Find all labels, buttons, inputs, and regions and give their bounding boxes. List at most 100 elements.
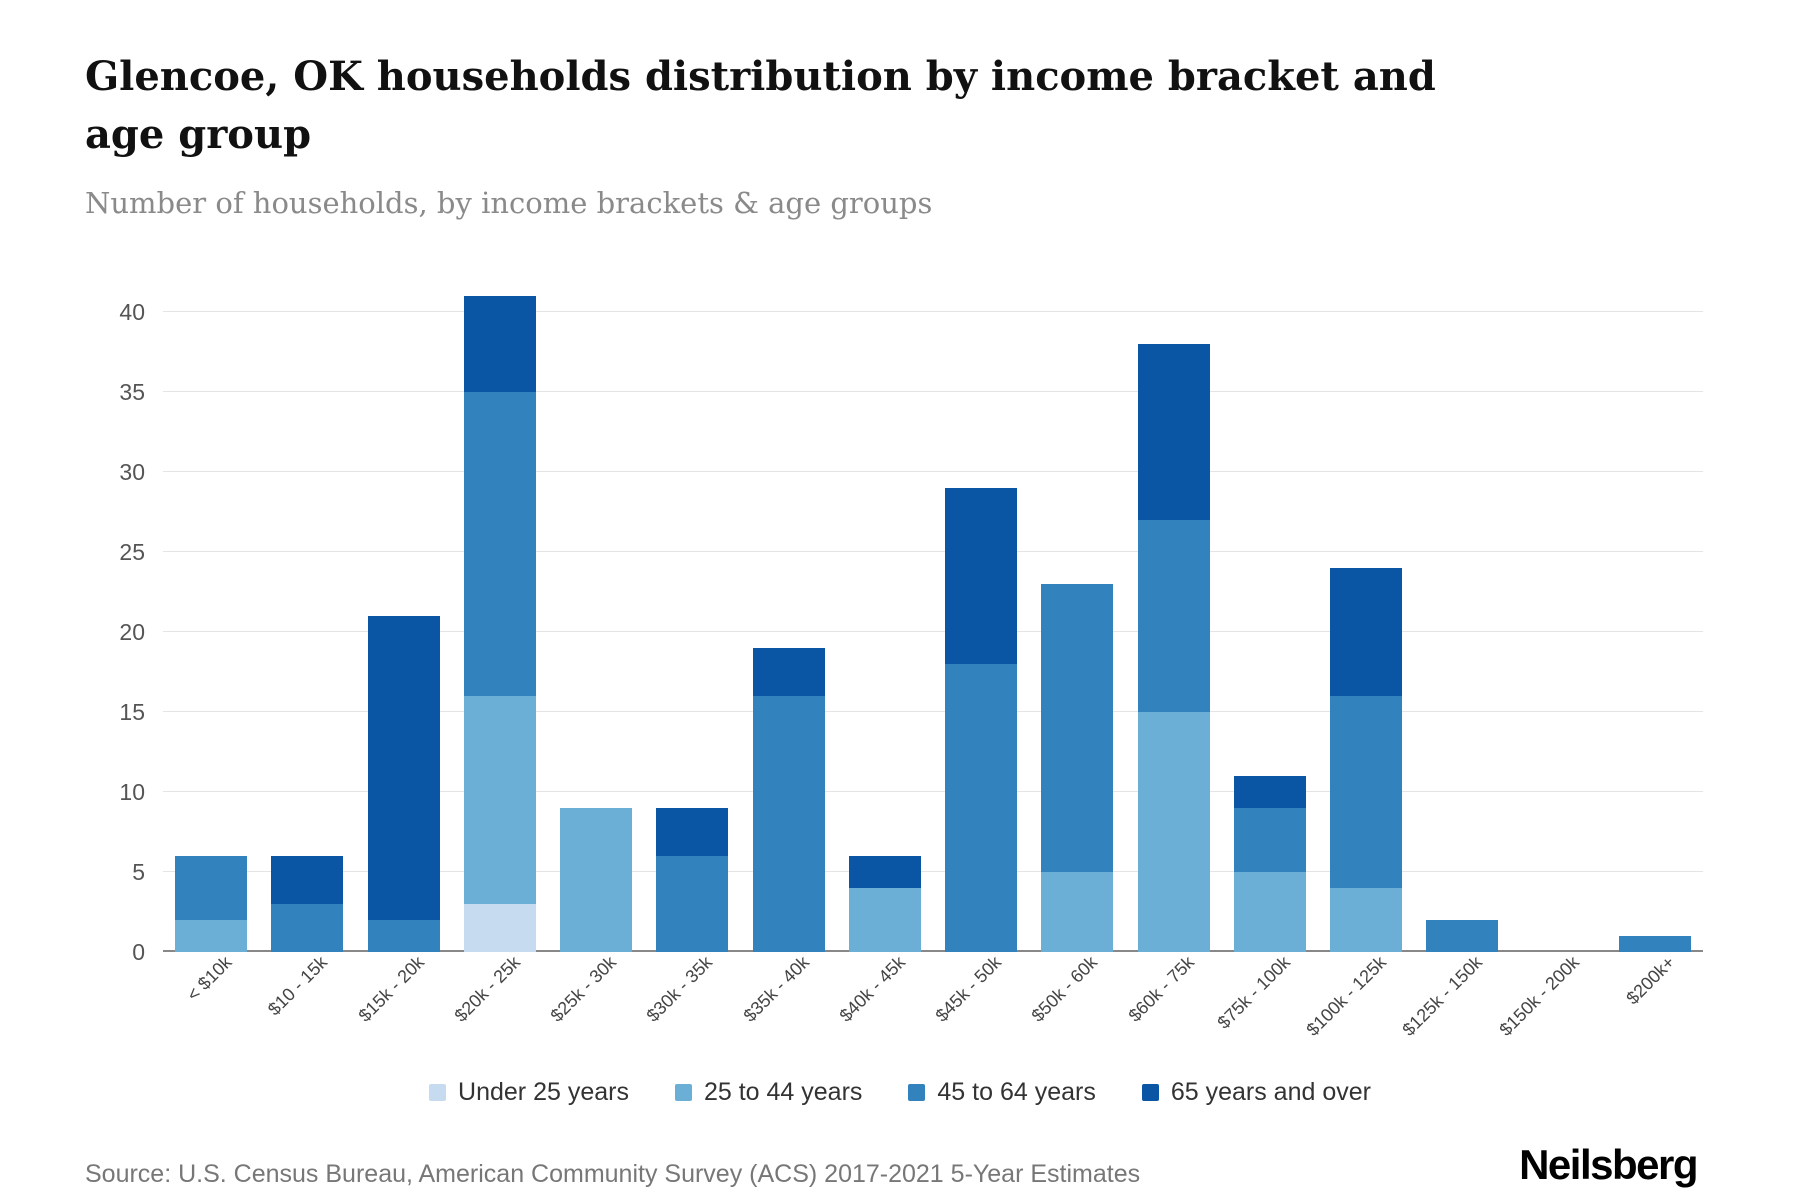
bar-slot [741, 272, 837, 952]
gridline [163, 551, 1703, 552]
stacked-bar [271, 856, 344, 952]
stacked-bar [560, 808, 633, 952]
bar-segment [1041, 584, 1114, 872]
bar-slot [1511, 272, 1607, 952]
bar-segment [1330, 888, 1403, 952]
y-tick-label: 25 [119, 539, 145, 565]
bar-segment [656, 856, 729, 952]
x-label-slot: $25k - 30k [546, 952, 644, 1052]
x-label-slot: $125k - 150k [1399, 952, 1510, 1052]
x-tick-label: $30k - 35k [642, 952, 717, 1026]
stacked-bar [656, 808, 729, 952]
x-tick-label: $45k - 50k [931, 952, 1006, 1026]
stacked-bar [1137, 344, 1210, 952]
x-tick-label: $200k+ [1622, 952, 1679, 1009]
bar-segment [1330, 696, 1403, 888]
stacked-bar [1041, 584, 1114, 952]
x-label-slot: $100k - 125k [1302, 952, 1414, 1052]
x-label-slot: $40k - 45k [835, 952, 933, 1052]
legend-label: Under 25 years [458, 1078, 629, 1106]
bar-segment [463, 904, 536, 952]
legend-swatch-icon [429, 1084, 447, 1101]
bar-segment [1618, 936, 1691, 952]
x-label-slot: $30k - 35k [642, 952, 740, 1052]
bar-segment [1233, 872, 1306, 952]
legend-item: 65 years and over [1141, 1078, 1371, 1107]
y-tick-label: 20 [119, 619, 145, 645]
x-label-slot: $150k - 200k [1495, 952, 1607, 1052]
gridline [163, 311, 1703, 312]
bar-segment [1233, 808, 1306, 872]
bar-segment [945, 488, 1018, 664]
legend-item: Under 25 years [429, 1078, 629, 1107]
bar-slot [1607, 272, 1703, 952]
legend-item: 25 to 44 years [674, 1078, 862, 1107]
bar-slot [452, 272, 548, 952]
gridline [163, 871, 1703, 872]
gridline [163, 471, 1703, 472]
gridline [163, 711, 1703, 712]
y-tick-label: 30 [119, 459, 145, 485]
bar-segment [1233, 776, 1306, 808]
x-tick-label: $15k - 20k [354, 952, 428, 1026]
x-tick-label: $35k - 40k [739, 952, 813, 1026]
x-tick-label: $10 - 15k [264, 952, 332, 1020]
x-label-slot: < $10k [163, 952, 259, 1052]
x-label-slot: $200k+ [1607, 952, 1703, 1052]
x-tick-label: $20k - 25k [450, 952, 524, 1026]
x-label-slot: $35k - 40k [739, 952, 837, 1052]
bar-slot [259, 272, 355, 952]
x-tick-label: $50k - 60k [1027, 952, 1102, 1026]
x-label-slot: $50k - 60k [1027, 952, 1125, 1052]
x-tick-label: $25k - 30k [546, 952, 621, 1026]
chart-title: Glencoe, OK households distribution by i… [85, 53, 1436, 158]
stacked-bar [463, 296, 536, 952]
neilsberg-logo: Neilsberg [1519, 1141, 1698, 1188]
x-label-slot: $10 - 15k [259, 952, 355, 1052]
stacked-bar-chart: 0 5 10 15 20 25 30 35 40 < $10k $10 - 15k $15k - 2… [85, 272, 1715, 1052]
x-axis-labels: < $10k $10 - 15k $15k - 20k $20k - 25k $25k … [163, 952, 1703, 1052]
bar-segment [271, 856, 344, 904]
stacked-bar [367, 616, 440, 952]
bar-segment [367, 616, 440, 920]
bar-segment [463, 696, 536, 904]
stacked-bar [1426, 920, 1499, 952]
x-tick-label: $40k - 45k [835, 952, 909, 1026]
bar-slot [1126, 272, 1222, 952]
bar-segment [463, 392, 536, 696]
bar-segment [1137, 712, 1210, 952]
bar-segment [175, 856, 248, 920]
chart-subtitle: Number of households, by income brackets… [85, 186, 933, 220]
stacked-bar [945, 488, 1018, 952]
legend-swatch-icon [1141, 1084, 1159, 1101]
legend-item: 45 to 64 years [908, 1078, 1096, 1107]
bar-segment [175, 920, 248, 952]
stacked-bar [1330, 568, 1403, 952]
stacked-bar [175, 856, 248, 952]
bar-segment [463, 296, 536, 392]
bar-segment [1041, 872, 1114, 952]
bar-slot [933, 272, 1029, 952]
stacked-bar [752, 648, 825, 952]
bar-slot [1029, 272, 1125, 952]
bar-slot [837, 272, 933, 952]
bar-slot [644, 272, 740, 952]
bar-slot [1222, 272, 1318, 952]
bar-segment [848, 888, 921, 952]
y-tick-label: 0 [132, 939, 145, 965]
x-label-slot: $20k - 25k [450, 952, 548, 1052]
bars-container [163, 272, 1703, 952]
legend-swatch-icon [674, 1084, 692, 1101]
bar-segment [271, 904, 344, 952]
gridline [163, 791, 1703, 792]
bar-segment [1137, 520, 1210, 712]
bar-segment [656, 808, 729, 856]
bar-slot [1414, 272, 1510, 952]
bar-slot [1318, 272, 1414, 952]
x-tick-label: < $10k [182, 952, 236, 1005]
bar-segment [1426, 920, 1499, 952]
bar-segment [367, 920, 440, 952]
bar-segment [1330, 568, 1403, 696]
plot-area: 0 5 10 15 20 25 30 35 40 [119, 272, 1703, 964]
